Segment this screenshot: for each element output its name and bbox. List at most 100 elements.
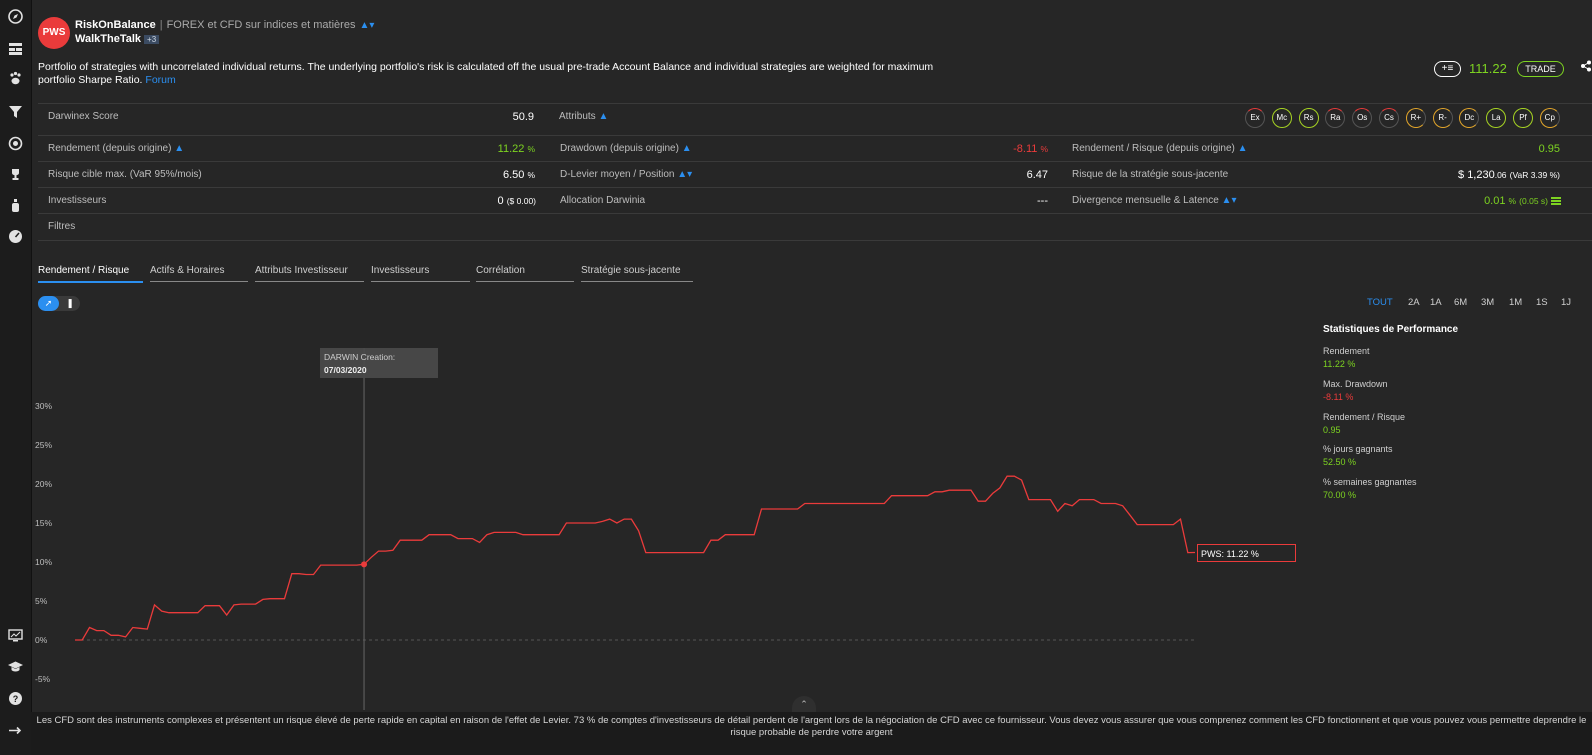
perf-label: Rendement / Risque — [1323, 411, 1406, 422]
y-tick-label: 20% — [35, 479, 52, 489]
trade-button[interactable]: TRADE — [1517, 61, 1564, 77]
perf-value: 52.50 % — [1323, 457, 1357, 468]
period-1a[interactable]: 1A — [1430, 297, 1442, 308]
graduation-cap-icon[interactable] — [7, 658, 24, 675]
y-tick-label: -5% — [35, 674, 51, 684]
divergence-bars-icon[interactable] — [1551, 197, 1561, 206]
line-chart-icon[interactable]: ➚ — [38, 296, 59, 311]
darwin-description: Portfolio of strategies with uncorrelate… — [38, 61, 963, 87]
creation-point[interactable] — [361, 561, 368, 568]
graduation-cap-icon[interactable]: ▲▾ — [1221, 195, 1237, 206]
tab-attributs-investisseur[interactable]: Attributs Investisseur — [255, 265, 364, 282]
svg-text:?: ? — [13, 694, 19, 704]
tab-rendement-risque[interactable]: Rendement / Risque — [38, 265, 143, 283]
tab-investisseurs[interactable]: Investisseurs — [371, 265, 470, 282]
share-icon[interactable] — [1580, 60, 1592, 75]
filter-icon[interactable] — [7, 103, 24, 120]
graduation-cap-icon[interactable]: ▲ — [174, 143, 185, 154]
candle-chart-icon[interactable]: ❚ — [66, 298, 74, 308]
coins-icon[interactable] — [7, 135, 24, 152]
period-6m[interactable]: 6M — [1454, 297, 1468, 308]
drawdown-value: -8.11 % — [1013, 143, 1048, 155]
tab-actifs-horaires[interactable]: Actifs & Horaires — [150, 265, 248, 282]
investisseurs-label: Investisseurs — [48, 195, 107, 206]
attribute-badge-cs[interactable]: Cs — [1379, 108, 1399, 128]
investisseurs-value: 0 ($ 0.00) — [497, 195, 536, 207]
attribute-badge-la[interactable]: La — [1486, 108, 1507, 128]
attribute-badge-ra[interactable]: Ra — [1325, 108, 1346, 128]
dashboard-icon[interactable] — [7, 40, 24, 57]
graduation-cap-icon[interactable]: ▲ — [1237, 143, 1248, 154]
graduation-cap-icon[interactable]: ▲ — [598, 111, 609, 122]
divergence-label: Divergence mensuelle & Latence ▲▾ — [1072, 195, 1237, 206]
period-1s[interactable]: 1S — [1536, 297, 1548, 308]
period-1m[interactable]: 1M — [1509, 297, 1523, 308]
perf-value: -8.11 % — [1323, 391, 1354, 402]
description-text: Portfolio of strategies with uncorrelate… — [38, 61, 934, 86]
attribute-badge-ex[interactable]: Ex — [1245, 108, 1265, 128]
attribute-badge-mc[interactable]: Mc — [1271, 108, 1292, 128]
period-selector: TOUT 2A 1A 6M 3M 1M 1S 1J — [1367, 297, 1592, 311]
darwin-price: 111.22 — [1469, 61, 1507, 76]
stats-row: Risque cible max. (VaR 95%/mois) 6.50 % … — [38, 161, 1592, 188]
performance-chart: 30% 25% 20% 15% 10% 5% 0% -5% — [35, 348, 1196, 710]
attribute-badge-os[interactable]: Os — [1352, 108, 1373, 128]
tab-corr-lation[interactable]: Corrélation — [476, 265, 574, 282]
perf-value: 70.00 % — [1323, 490, 1357, 501]
rendement-value: 11.22 % — [497, 143, 535, 155]
perf-label: % semaines gagnantes — [1323, 477, 1417, 488]
strat-risk-label: Risque de la stratégie sous-jacente — [1072, 169, 1229, 180]
stats-row: Rendement (depuis origine) ▲ 11.22 % Dra… — [38, 135, 1592, 162]
period-2a[interactable]: 2A — [1408, 297, 1420, 308]
divergence-value: 0.01 % (0.05 s) — [1484, 195, 1548, 207]
y-tick-label: 25% — [35, 440, 52, 450]
rr-value: 0.95 — [1538, 143, 1560, 155]
filtres-label[interactable]: Filtres — [48, 221, 76, 232]
darwin-name[interactable]: RiskOnBalance — [75, 19, 156, 31]
perf-label: Rendement — [1323, 346, 1370, 356]
rr-label: Rendement / Risque (depuis origine) ▲ — [1072, 143, 1248, 154]
rendement-label: Rendement (depuis origine) ▲ — [48, 143, 185, 154]
chart-type-toggle[interactable]: ➚ ❚ — [38, 296, 80, 311]
collapse-footer-button[interactable]: ⌃ — [792, 696, 816, 712]
levier-label: D-Levier moyen / Position ▲▾ — [560, 169, 693, 180]
attribute-badge-dc[interactable]: Dc — [1459, 108, 1480, 128]
risk-disclaimer: Les CFD sont des instruments complexes e… — [31, 712, 1592, 755]
strat-risk-value: $ 1,230.06 (VaR 3.39 %) — [1458, 169, 1560, 181]
y-tick-label: 30% — [35, 401, 52, 411]
gauge-icon[interactable] — [7, 228, 24, 245]
stats-row: Filtres — [38, 213, 1592, 241]
chart-screen-icon[interactable] — [7, 627, 24, 644]
help-icon[interactable]: ? — [7, 690, 24, 707]
perf-value: 0.95 — [1323, 424, 1341, 435]
attribute-badge-rminus[interactable]: R- — [1432, 108, 1453, 128]
attributes-label: Attributs ▲ — [559, 111, 609, 122]
perf-title: Statistiques de Performance — [1323, 324, 1459, 335]
stats-row: Investisseurs 0 ($ 0.00) Allocation Darw… — [38, 187, 1592, 214]
tab-strat-gie-sous-jacente[interactable]: Stratégie sous-jacente — [581, 265, 693, 282]
graduation-cap-icon[interactable]: ▲▾ — [359, 20, 375, 31]
graduation-cap-icon[interactable]: ▲▾ — [677, 169, 693, 180]
paw-icon[interactable] — [7, 70, 24, 87]
attribute-badge-rs[interactable]: Rs — [1298, 108, 1319, 128]
forum-link[interactable]: Forum — [145, 74, 176, 86]
period-3m[interactable]: 3M — [1481, 297, 1495, 308]
bottle-icon[interactable] — [7, 197, 24, 214]
perf-label: Max. Drawdown — [1323, 378, 1388, 389]
attribute-badge-pf[interactable]: Pf — [1513, 108, 1533, 128]
series-end-label: PWS: 11.22 % — [1197, 544, 1296, 562]
period-1j[interactable]: 1J — [1561, 297, 1572, 308]
attribute-badge-cp[interactable]: Cp — [1539, 108, 1560, 128]
graduation-cap-icon[interactable]: ▲ — [681, 143, 692, 154]
period-tout[interactable]: TOUT — [1367, 297, 1393, 308]
darwinex-score-label: Darwinex Score — [48, 111, 119, 122]
arrow-right-icon[interactable] — [7, 722, 24, 739]
allocation-value: --- — [1037, 195, 1048, 207]
add-to-list-button[interactable]: +≡ — [1434, 61, 1461, 77]
trophy-icon[interactable] — [7, 166, 24, 183]
compass-icon[interactable] — [7, 8, 24, 25]
author-name[interactable]: WalkTheTalk — [75, 33, 142, 45]
allocation-label: Allocation Darwinia — [560, 195, 646, 206]
y-tick-label: 0% — [35, 635, 48, 645]
attribute-badge-rplus[interactable]: R+ — [1405, 108, 1426, 128]
